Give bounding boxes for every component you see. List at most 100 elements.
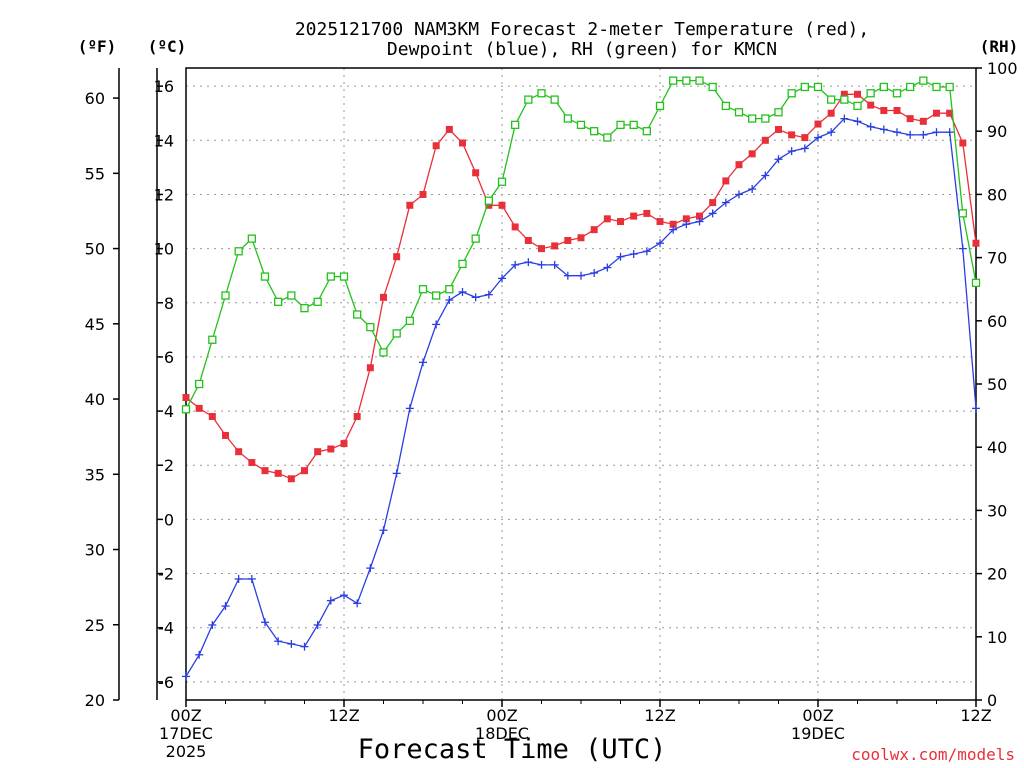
temperature-point bbox=[261, 467, 269, 475]
rh-point bbox=[260, 272, 270, 281]
dewpoint-point bbox=[300, 642, 309, 651]
celsius-tick-label: 2 bbox=[164, 456, 174, 475]
temperature-point bbox=[630, 212, 638, 220]
rh-point bbox=[892, 89, 902, 98]
x-axis-label: Forecast Time (UTC) bbox=[358, 734, 667, 765]
rh-point bbox=[550, 95, 559, 104]
rh-point bbox=[405, 316, 414, 325]
dewpoint-point bbox=[313, 620, 322, 629]
dewpoint-point bbox=[656, 239, 664, 248]
rh-tick-label: 80 bbox=[987, 185, 1007, 204]
temperature-point bbox=[577, 234, 585, 242]
rh-point bbox=[537, 89, 546, 98]
fahrenheit-tick-label: 45 bbox=[85, 315, 105, 334]
rh-point bbox=[603, 133, 612, 142]
dewpoint-point bbox=[669, 225, 678, 234]
fahrenheit-tick-label: 55 bbox=[85, 164, 105, 183]
rh-point bbox=[879, 82, 888, 92]
rh-tick-label: 0 bbox=[987, 691, 997, 710]
dewpoint-point bbox=[432, 320, 441, 329]
dewpoint-point bbox=[405, 404, 414, 413]
rh-point bbox=[748, 114, 757, 123]
celsius-tick-label: 0 bbox=[164, 510, 174, 529]
temperature-point bbox=[972, 239, 980, 247]
rh-point bbox=[853, 101, 862, 111]
temperature-point bbox=[551, 242, 559, 250]
dewpoint-point bbox=[616, 252, 625, 261]
celsius-tick-label: 14 bbox=[154, 131, 174, 150]
x-tick-label: 00Z bbox=[170, 706, 201, 725]
rh-point bbox=[734, 108, 744, 117]
temperature-point bbox=[722, 177, 730, 185]
temperature-point bbox=[827, 109, 835, 117]
rh-point bbox=[932, 82, 941, 92]
temperature-point bbox=[814, 120, 822, 128]
temperature-point bbox=[643, 209, 651, 217]
rh-point bbox=[326, 272, 335, 281]
dewpoint-point bbox=[919, 130, 928, 139]
fahrenheit-tick-label: 30 bbox=[85, 541, 105, 560]
rh-point bbox=[721, 101, 730, 111]
rh-point bbox=[445, 285, 454, 294]
dewpoint-point bbox=[945, 128, 954, 137]
series-rh bbox=[181, 76, 981, 414]
temperature-point bbox=[195, 404, 203, 412]
dewpoint-point bbox=[419, 358, 427, 367]
temperature-point bbox=[840, 90, 848, 98]
x-tick-label: 2025 bbox=[166, 742, 207, 761]
temperature-point bbox=[432, 142, 440, 150]
rh-point bbox=[208, 335, 217, 344]
rh-point bbox=[655, 101, 665, 111]
temperature-point bbox=[419, 190, 427, 198]
dewpoint-point bbox=[340, 591, 348, 600]
rh-point bbox=[497, 177, 507, 186]
rh-point bbox=[840, 95, 849, 104]
rh-point bbox=[339, 272, 349, 281]
temperature-point bbox=[208, 412, 216, 420]
temperature-point bbox=[748, 150, 756, 158]
rh-point bbox=[234, 247, 243, 256]
rh-point bbox=[866, 89, 875, 98]
dewpoint-point bbox=[721, 198, 730, 207]
fahrenheit-tick-label: 40 bbox=[85, 390, 105, 409]
dewpoint-point bbox=[735, 190, 743, 199]
x-tick-label: 00Z bbox=[802, 706, 833, 725]
plot-frame bbox=[185, 67, 977, 701]
rh-point bbox=[576, 120, 586, 130]
rh-unit-label: (RH) bbox=[980, 37, 1019, 56]
dewpoint-point bbox=[577, 271, 585, 280]
dewpoint-point bbox=[563, 271, 572, 280]
dewpoint-point bbox=[761, 171, 770, 180]
rh-point bbox=[287, 291, 296, 300]
dewpoint-point bbox=[958, 244, 967, 253]
temperature-point bbox=[603, 215, 611, 223]
temperature-point bbox=[366, 364, 374, 372]
temperature-point bbox=[511, 223, 519, 231]
temperature-point bbox=[393, 253, 401, 261]
temperature-point bbox=[314, 448, 322, 456]
rh-point bbox=[958, 209, 967, 218]
series-group bbox=[181, 76, 981, 681]
dewpoint-point bbox=[932, 128, 941, 137]
celsius-tick-label: 4 bbox=[164, 402, 174, 421]
rh-point bbox=[181, 405, 191, 414]
rh-point bbox=[682, 76, 691, 85]
temperature-point bbox=[498, 201, 506, 209]
temperature-point bbox=[867, 101, 875, 109]
temperature-point bbox=[761, 136, 769, 144]
dewpoint-point bbox=[326, 596, 335, 605]
temperature-point bbox=[880, 107, 888, 115]
temperature-point bbox=[801, 134, 809, 142]
dewpoint-point bbox=[511, 260, 520, 269]
dewpoint-point bbox=[879, 125, 888, 134]
temperature-point bbox=[696, 212, 703, 220]
temperature-point bbox=[485, 201, 493, 209]
rh-tick-label: 70 bbox=[987, 249, 1007, 268]
temperature-point bbox=[340, 440, 348, 448]
temperature-point bbox=[919, 117, 927, 125]
temperature-point bbox=[893, 107, 901, 115]
rh-point bbox=[827, 95, 836, 104]
temperature-point bbox=[735, 161, 743, 169]
rh-point bbox=[392, 329, 401, 338]
chart-title-line2: Dewpoint (blue), RH (green) for KMCN bbox=[387, 39, 777, 60]
